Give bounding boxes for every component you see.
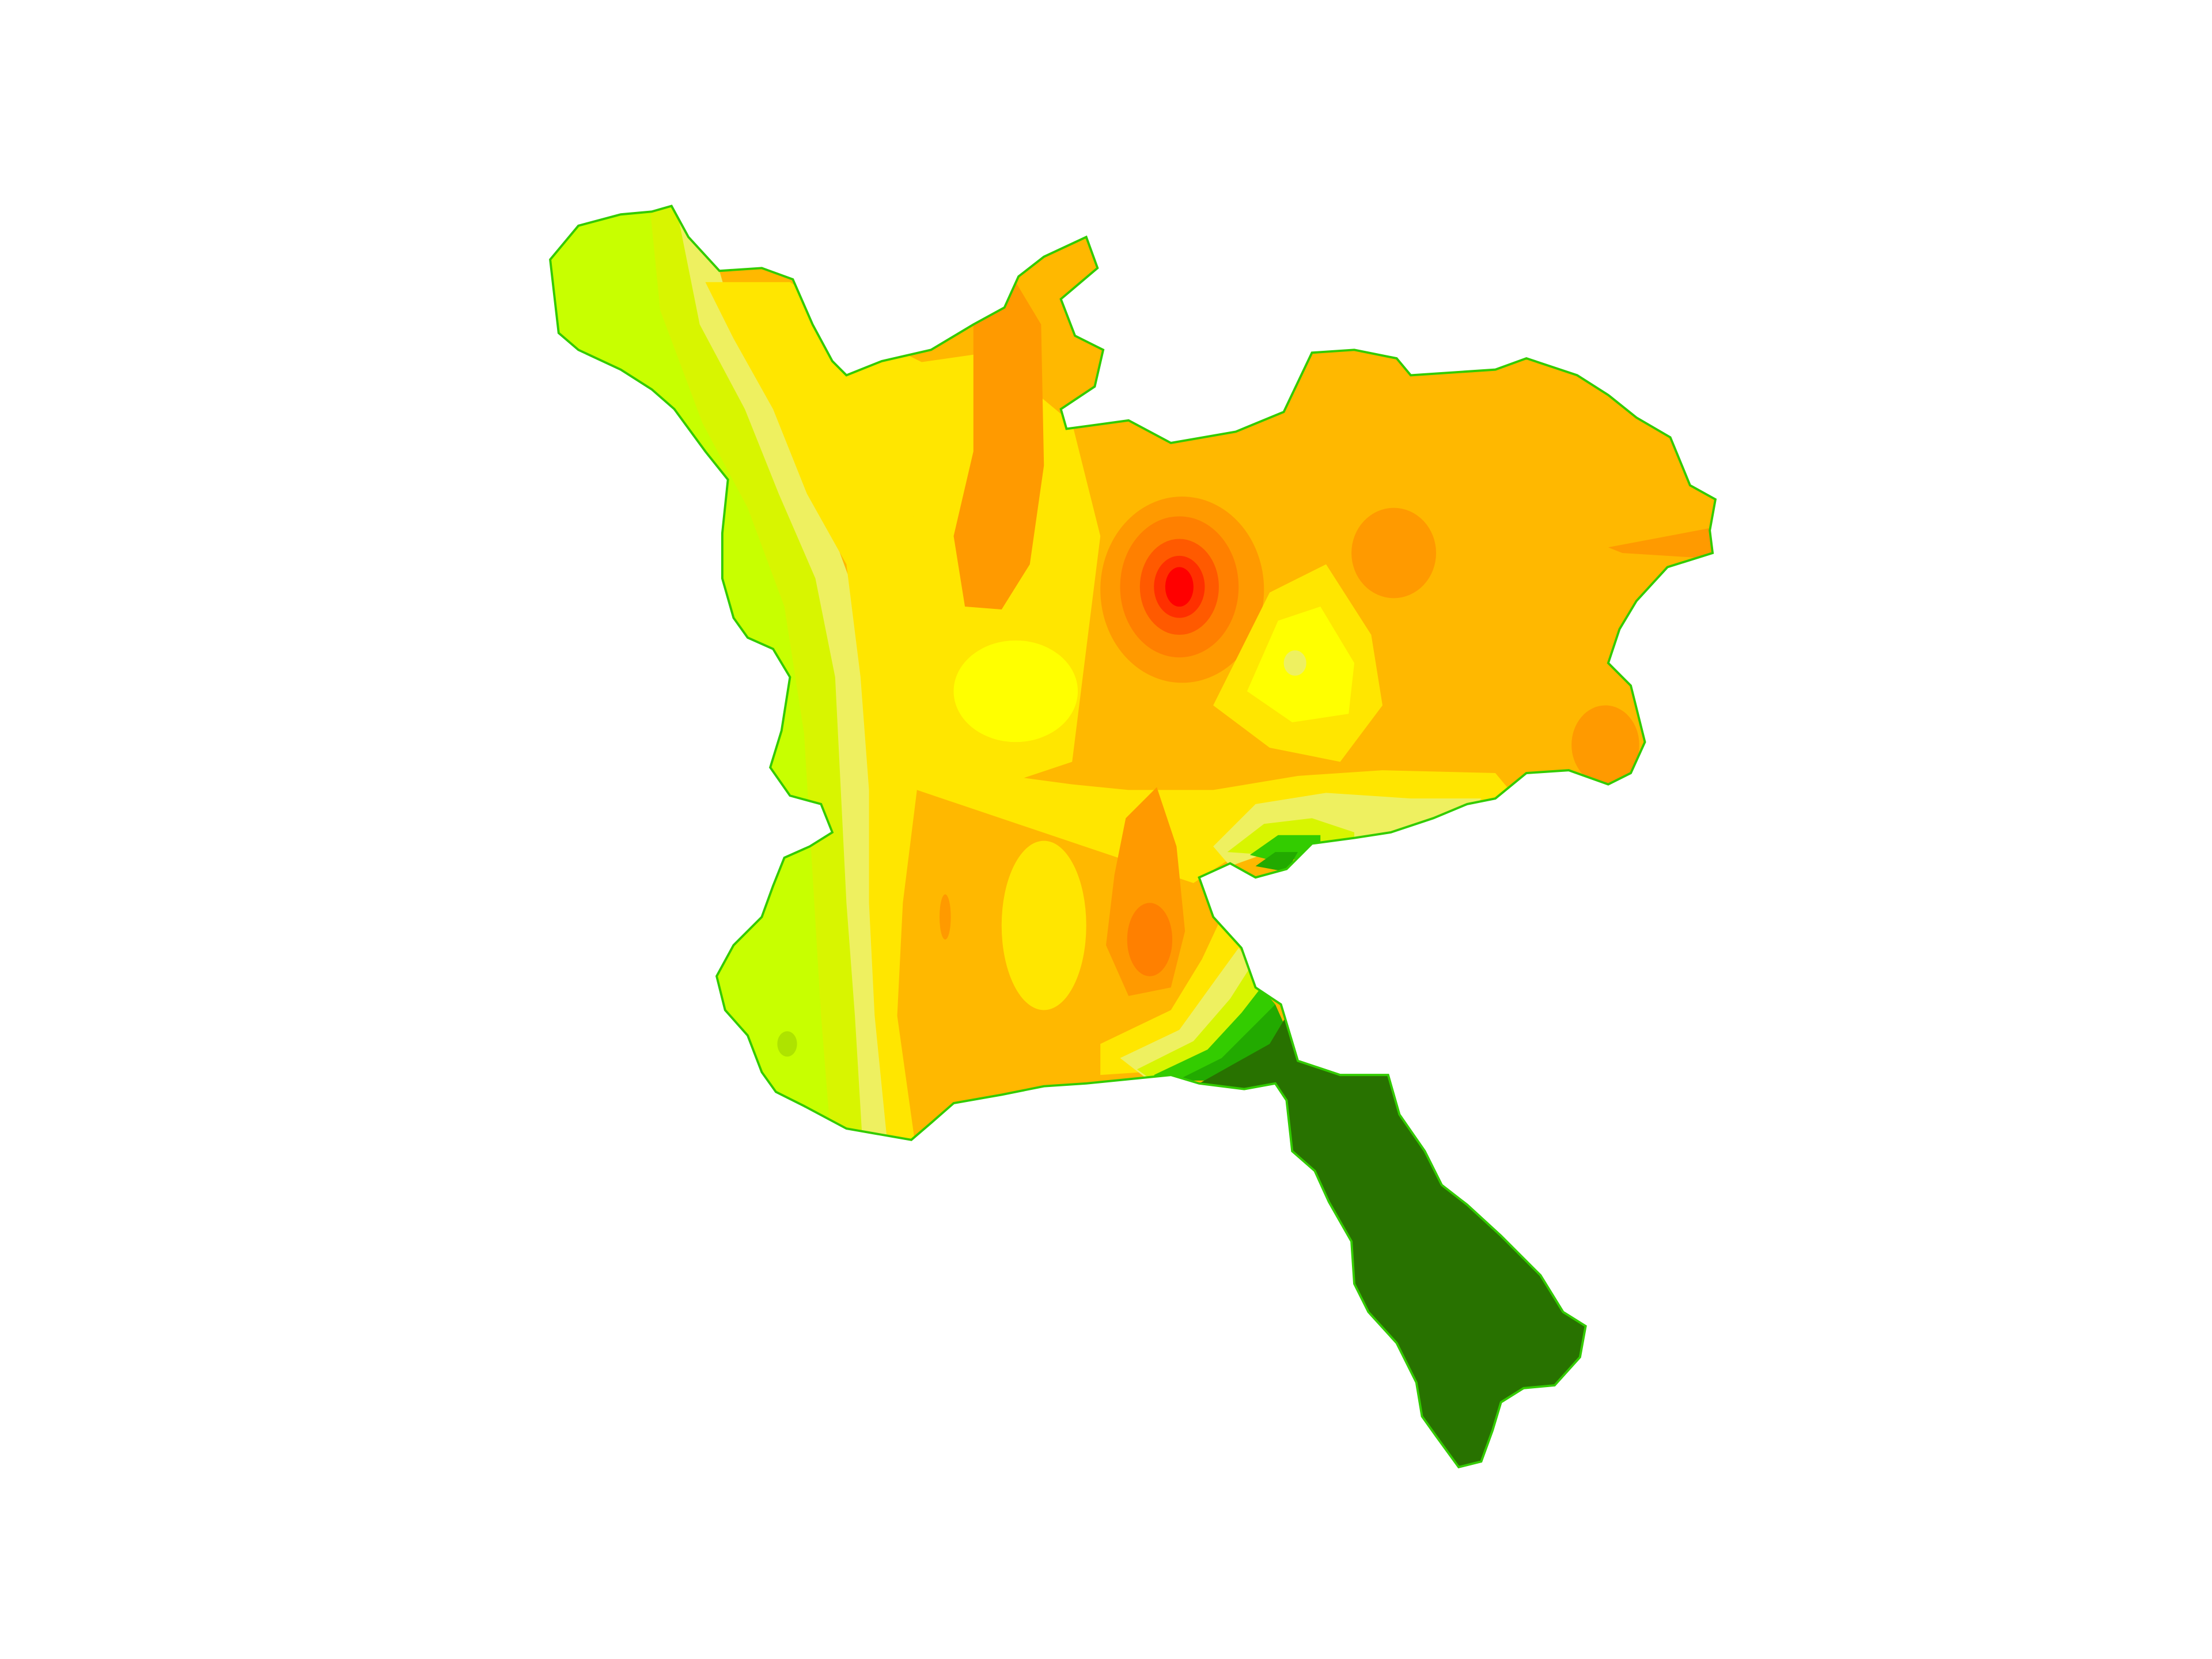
north-orange-streak <box>953 282 1044 609</box>
pale-spot-east <box>1283 650 1306 676</box>
pale-yellow-band <box>677 211 897 1157</box>
southern-green-band <box>1249 835 1321 863</box>
south-green-edge <box>1154 987 1275 1089</box>
orange-spot-east <box>1351 507 1437 599</box>
yellow-pocket-southwest <box>1001 840 1086 1010</box>
orange-spot-southwest <box>940 894 951 940</box>
peak-hotspot <box>1165 567 1194 607</box>
south-orange-core <box>1127 903 1173 976</box>
south-yellow-edge <box>1100 916 1244 1075</box>
yellow-pocket-west <box>953 640 1078 743</box>
orange-spot-southeast <box>1571 705 1639 785</box>
south-lime-edge <box>1137 968 1264 1084</box>
green-dot-west <box>777 1031 797 1057</box>
south-mid-green-edge <box>1176 1004 1287 1081</box>
orange-streak-far-east <box>1608 527 1713 559</box>
south-pale-edge <box>1120 948 1256 1078</box>
lime-band <box>649 206 872 1157</box>
southeastern-valley <box>1199 1016 1586 1467</box>
region-fill <box>550 206 1715 1467</box>
